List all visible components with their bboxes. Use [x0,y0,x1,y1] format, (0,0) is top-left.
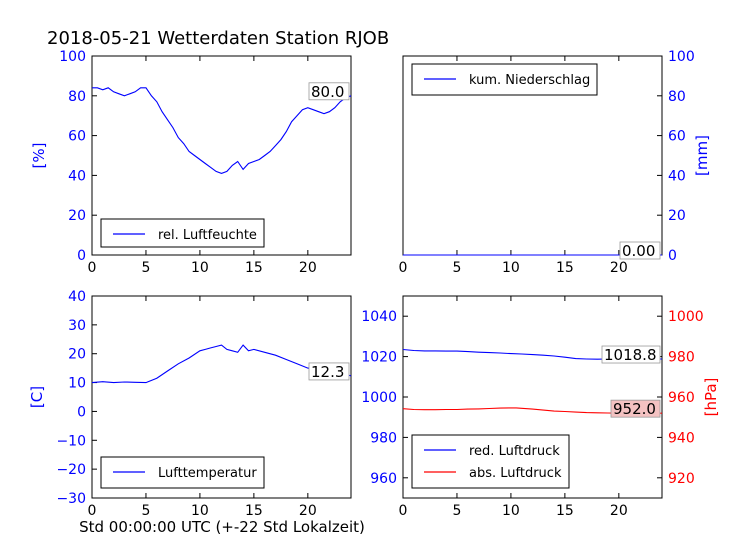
y-axis-label: [C] [28,386,46,408]
x-tick-label: 0 [88,503,97,519]
y-tick-label-right: 20 [668,208,686,224]
x-tick-label: 20 [610,260,628,276]
panel-pressure: 0 5 10 15 20 960 980 1000 1020 1040 920 940 960 980 10… [361,295,720,519]
x-axis-caption: Std 00:00:00 UTC (+-22 Std Lokalzeit) [79,518,365,536]
legend-label: kum. Niederschlag [469,73,590,88]
x-tick-label: 15 [245,503,263,519]
y-tick-label: −20 [56,462,86,478]
x-tick-label: 15 [556,503,574,519]
value-label: 0.00 [622,242,655,260]
y-tick-label: 1040 [361,309,397,325]
x-tick-label: 5 [452,503,461,519]
y-tick-label: 0 [77,248,86,264]
y-tick-label-right: 0 [668,248,677,264]
y-tick-label-right: 40 [668,168,686,184]
y-tick-label: 10 [68,376,86,392]
page-title: 2018-05-21 Wetterdaten Station RJOB [47,28,389,49]
legend-label: rel. Luftfeuchte [158,228,257,243]
panel-precipitation: 0 5 10 15 20 0 20 40 60 80 100 [mm] 0.00 kum. Nieders… [399,49,711,276]
x-tick-label: 20 [299,260,317,276]
x-tick-label: 10 [191,503,209,519]
value-label: 12.3 [311,363,344,381]
y-tick-label: 1020 [361,350,397,366]
value-label-box [308,362,350,381]
value-label-box [601,345,661,364]
legend-label: abs. Luftdruck [469,466,562,481]
y-tick-label: 0 [77,404,86,420]
y-tick-label-right: 940 [668,430,695,446]
y-axis-label: [hPa] [702,378,720,417]
x-tick-label: 20 [299,503,317,519]
x-tick-label: 10 [191,260,209,276]
legend: kum. Niederschlag [411,63,598,96]
y-axis-label: [mm] [693,135,711,176]
y-tick-label-right: 980 [668,350,695,366]
y-tick-label: 40 [68,289,86,305]
y-tick-label: 20 [68,347,86,363]
value-label: 1018.8 [604,346,657,364]
x-tick-label: 0 [399,260,408,276]
y-tick-label-right: 1000 [668,309,704,325]
x-tick-label: 10 [502,260,520,276]
x-tick-label: 15 [245,260,263,276]
series-line-temperature [91,344,352,384]
value-label-box [619,241,661,260]
panel-temperature: 0 5 10 15 20 −30 −20 −10 0 10 20 30 40 [C] 12.3 Lufttem… [28,289,352,519]
legend-label: red. Luftdruck [469,444,560,459]
x-tick-label: 5 [141,260,150,276]
x-tick-label: 5 [452,260,461,276]
y-tick-label: 980 [370,430,397,446]
legend: red. Luftdruck abs. Luftdruck [411,434,570,489]
y-tick-label: 40 [68,168,86,184]
y-tick-label: 100 [59,49,86,65]
x-tick-label: 15 [556,260,574,276]
x-tick-label: 10 [502,503,520,519]
y-tick-label: 30 [68,318,86,334]
y-axis-label: [%] [30,143,48,169]
value-label: 80.0 [311,83,344,101]
legend-box [411,434,570,489]
y-tick-label: −30 [56,491,86,507]
legend-label: Lufttemperatur [158,466,257,481]
series-line-humidity [92,87,352,174]
value-label: 952.0 [613,400,656,418]
x-tick-label: 0 [88,260,97,276]
y-tick-label-right: 60 [668,129,686,145]
y-tick-label-right: 100 [668,49,695,65]
legend: rel. Luftfeuchte [100,218,265,248]
y-tick-label-right: 920 [668,471,695,487]
legend: Lufttemperatur [100,456,265,489]
y-tick-label-right: 80 [668,89,686,105]
y-tick-label: 80 [68,89,86,105]
y-tick-label: 1000 [361,390,397,406]
y-tick-label: 20 [68,208,86,224]
y-tick-label: 960 [370,471,397,487]
x-tick-label: 20 [610,503,628,519]
y-tick-label: −10 [56,433,86,449]
legend-box [100,218,265,248]
y-tick-label-right: 960 [668,390,695,406]
panel-humidity: 0 5 10 15 20 0 20 40 60 80 100 [%] 80.0 rel. Luftfeuc… [30,49,352,276]
value-label-box [610,399,661,418]
x-tick-label: 5 [141,503,150,519]
y-tick-label: 60 [68,129,86,145]
value-label-box [308,82,350,101]
x-tick-label: 0 [399,503,408,519]
